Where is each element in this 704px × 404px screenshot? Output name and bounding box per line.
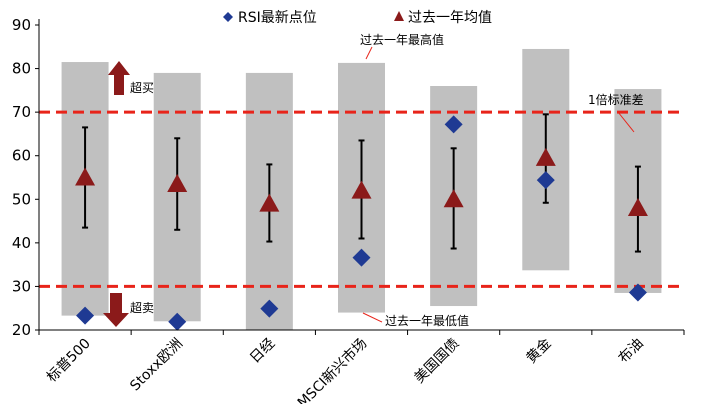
y-tick-labels: 20 30 40 50 60 70 80 90 (12, 16, 31, 339)
x-tick-labels: 标普500 Stoxx欧洲 日经 MSCI新兴市场 美国国债 黄金 布油 (44, 335, 647, 404)
x-tick-label: MSCI新兴市场 (294, 335, 370, 404)
x-tick-label: Stoxx欧洲 (127, 336, 186, 395)
y-tick-label: 70 (12, 103, 31, 121)
annotations: 超买 超卖 过去一年最高值 过去一年最低值 1倍标准差 (103, 32, 644, 328)
y-tick-label: 60 (12, 147, 31, 165)
avg-markers (75, 147, 648, 216)
y-tick-label: 50 (12, 190, 31, 208)
avg-marker (167, 174, 188, 193)
y-tick-label: 20 (12, 321, 31, 339)
overbought-arrow-icon (108, 61, 130, 95)
legend-avg-label: 过去一年均值 (408, 10, 492, 26)
rsi-marker (536, 171, 555, 190)
legend: RSI最新点位 过去一年均值 (223, 10, 492, 26)
legend-avg-icon (394, 11, 404, 21)
avg-marker (259, 193, 280, 212)
rsi-marker (168, 312, 187, 331)
std-pointer-line (617, 111, 635, 133)
x-tick-label: 布油 (616, 336, 647, 367)
x-tick-label: 黄金 (523, 335, 555, 367)
overbought-label: 超买 (130, 80, 154, 95)
rsi-marker (352, 248, 371, 267)
oversold-label: 超卖 (130, 300, 154, 315)
reference-lines (39, 110, 684, 288)
axes (35, 19, 685, 335)
y-tick-label: 80 (12, 60, 31, 78)
rsi-marker (260, 299, 279, 318)
max-label: 过去一年最高值 (360, 32, 444, 47)
avg-marker (351, 180, 372, 199)
avg-marker (75, 167, 96, 186)
x-tick-label: 日经 (247, 336, 278, 367)
max-pointer-line (365, 46, 373, 60)
x-tick-label: 美国国债 (412, 336, 463, 387)
legend-rsi-label: RSI最新点位 (238, 10, 317, 26)
rsi-marker (76, 306, 95, 325)
y-tick-label: 30 (12, 277, 31, 295)
rsi-marker (628, 283, 647, 302)
x-tick-label: 标普500 (44, 336, 94, 386)
rsi-markers (76, 115, 647, 331)
oversold-arrow-icon (103, 293, 129, 327)
min-label: 过去一年最低值 (385, 313, 469, 328)
avg-marker (535, 147, 556, 166)
y-tick-label: 40 (12, 234, 31, 252)
legend-rsi-icon (223, 12, 233, 22)
avg-marker (443, 189, 464, 208)
y-tick-label: 90 (12, 16, 31, 34)
avg-marker (627, 198, 648, 216)
min-pointer-line (362, 312, 383, 323)
rsi-marker (444, 115, 463, 134)
std-label: 1倍标准差 (588, 92, 644, 107)
